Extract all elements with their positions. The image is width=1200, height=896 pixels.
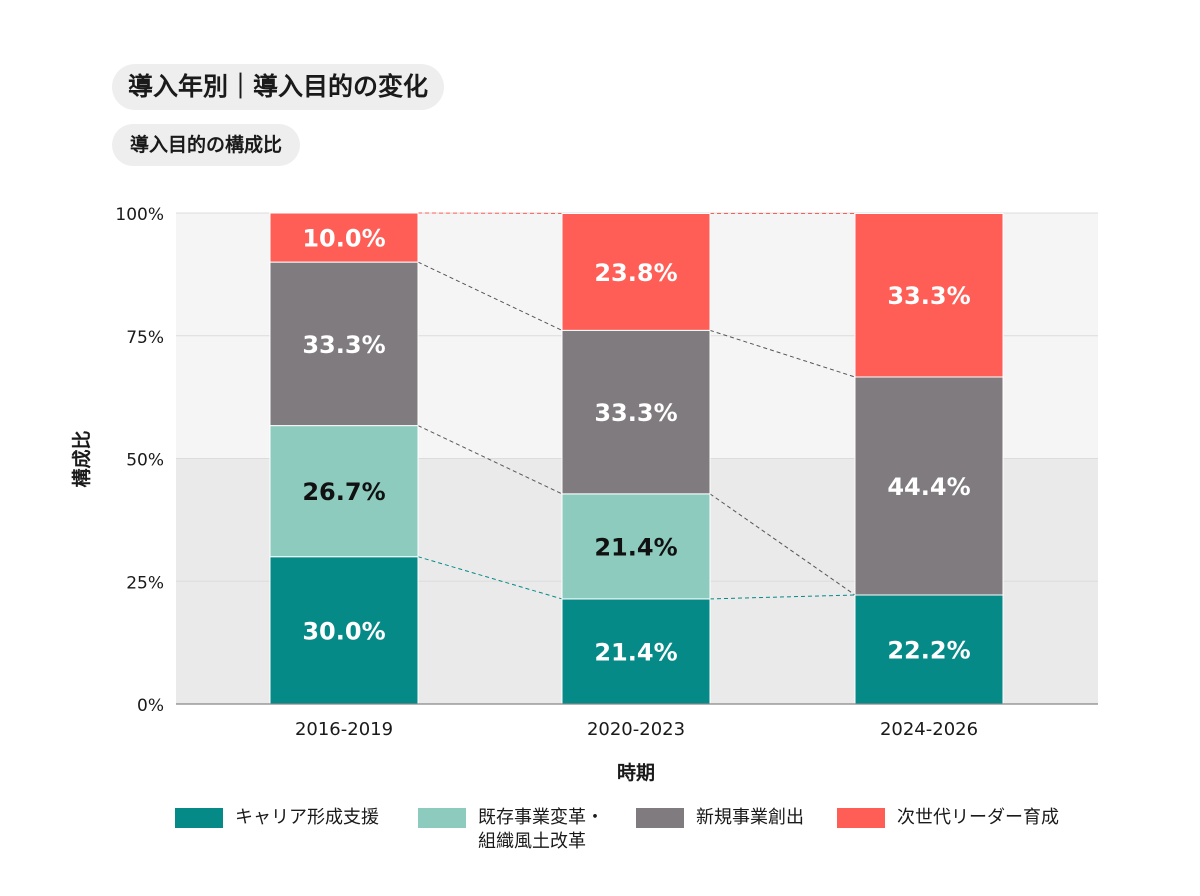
legend-item-reform: 既存事業変革・ 組織風土改革 — [418, 806, 604, 854]
legend-label: 次世代リーダー育成 — [897, 807, 1059, 828]
stacked-bar-chart: 0% 25% 50% 75% 100% 30.0% 26.7% 33.3% 10.0% 21.4%… — [70, 205, 1098, 784]
legend-item-career: キャリア形成支援 — [175, 806, 379, 830]
data-label: 33.3% — [302, 331, 385, 359]
bar-segment-newbiz — [561, 329, 711, 495]
legend-label: 新規事業創出 — [696, 807, 804, 828]
legend-item-newbiz: 新規事業創出 — [636, 806, 804, 830]
bar-segment-leader — [561, 212, 711, 331]
data-label: 33.3% — [887, 282, 970, 310]
data-label: 21.4% — [594, 533, 677, 561]
legend-swatch — [418, 808, 466, 828]
bar-segment-career — [854, 594, 1004, 705]
chart-legend: キャリア形成支援 既存事業変革・ 組織風土改革 新規事業創出 次世代リーダー育成 — [0, 806, 1200, 866]
legend-swatch — [636, 808, 684, 828]
legend-label: キャリア形成支援 — [235, 807, 379, 828]
bar-segment-reform — [561, 493, 711, 600]
y-tick-label: 25% — [126, 573, 164, 593]
connector-reform — [417, 425, 563, 495]
data-label: 33.3% — [594, 399, 677, 427]
data-label: 21.4% — [594, 638, 677, 666]
bar-segment-leader — [269, 212, 419, 263]
connector-reform — [709, 493, 856, 596]
chart-title: 導入年別｜導入目的の変化 — [112, 64, 445, 110]
bar-segment-newbiz — [269, 261, 419, 427]
bar-segment-career — [269, 556, 419, 705]
y-axis-label: 構成比 — [70, 430, 93, 487]
x-axis-label: 時期 — [617, 762, 655, 784]
legend-swatch — [837, 808, 885, 828]
y-tick-label: 100% — [115, 205, 164, 225]
connector-career — [709, 594, 856, 600]
legend-label: 既存事業変革・ 組織風土改革 — [478, 807, 604, 852]
y-tick-label: 75% — [126, 328, 164, 348]
y-tick-label: 50% — [126, 451, 164, 471]
legend-swatch — [175, 808, 223, 828]
chart-subtitle: 導入目的の構成比 — [112, 124, 301, 166]
data-label: 10.0% — [302, 225, 385, 253]
legend-item-leader: 次世代リーダー育成 — [837, 806, 1059, 830]
x-tick-label: 2024-2026 — [880, 719, 978, 740]
bar-segment-career — [561, 598, 711, 705]
connector-newbiz — [417, 261, 563, 331]
data-label: 23.8% — [594, 259, 677, 287]
bar-segment-reform — [269, 425, 419, 558]
bar-segment-leader — [854, 212, 1004, 378]
data-label: 26.7% — [302, 478, 385, 506]
data-label: 30.0% — [302, 617, 385, 645]
data-label: 44.4% — [887, 473, 970, 501]
y-tick-label: 0% — [137, 696, 164, 716]
x-tick-label: 2020-2023 — [587, 719, 685, 740]
x-tick-label: 2016-2019 — [295, 719, 393, 740]
bar-segment-newbiz — [854, 376, 1004, 596]
connector-newbiz — [709, 329, 856, 378]
data-label: 22.2% — [887, 636, 970, 664]
